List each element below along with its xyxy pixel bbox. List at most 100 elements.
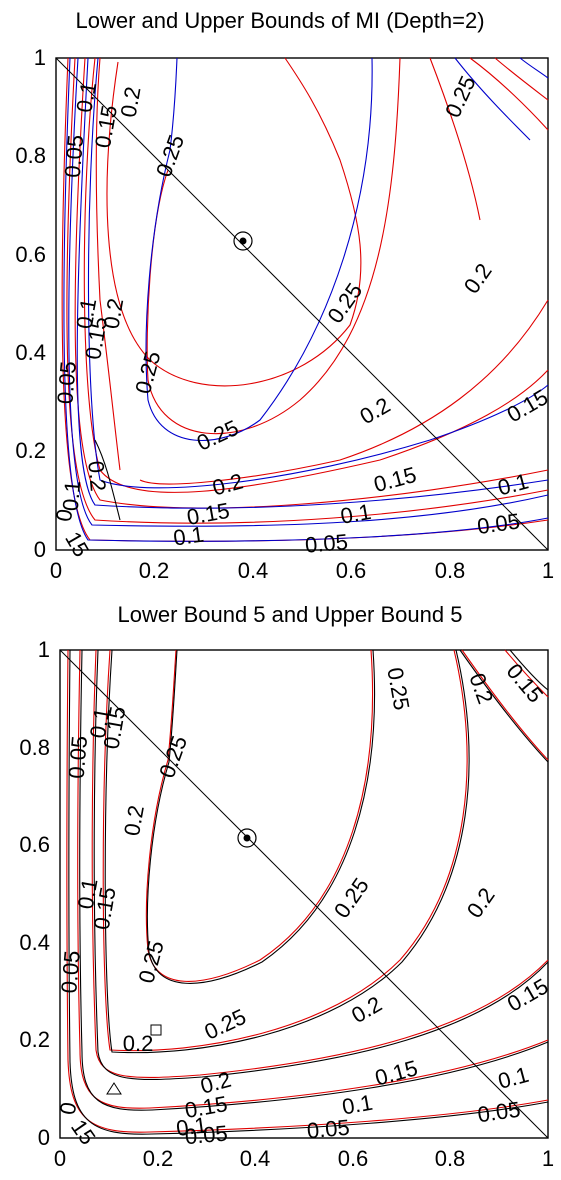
contour-label: 0.1	[172, 522, 206, 551]
contour-label: 0.05	[64, 735, 93, 780]
chart-2-x-axis: 0 0.2 0.4 0.6 0.8 1	[54, 1146, 554, 1171]
contour-label: 0.2	[355, 392, 394, 429]
contour-label: 0.1	[71, 296, 101, 330]
contour-label: 0.25	[329, 873, 374, 922]
contour-upper-topright-1	[469, 57, 549, 131]
chart-1-marked-point	[233, 231, 253, 251]
contour-label: 0.2	[123, 1031, 154, 1056]
y-tick-label: 0.4	[15, 340, 46, 365]
contour-upper-0.15	[74, 57, 549, 509]
contour-upper-topright-2	[494, 57, 549, 101]
contour-label: 0.2	[459, 259, 497, 298]
chart-2: Lower Bound 5 and Upper Bound 5 1 0.8 0.…	[19, 602, 554, 1171]
contour-label: 0.1	[495, 1062, 531, 1094]
contour-upper-0.25-outer	[95, 57, 121, 471]
contour-label: 0.2	[210, 468, 246, 500]
contour-label: 0.1	[73, 876, 103, 910]
contour-lower-0.15	[93, 649, 549, 1080]
x-tick-label: 0.4	[238, 558, 269, 583]
contour-lower-topright-2	[519, 57, 549, 79]
contour-lower-0.05	[68, 649, 549, 1135]
chart-2-axes-frame	[59, 649, 549, 1139]
contour-upper-topright-b	[504, 649, 549, 698]
y-tick-label: 0.8	[15, 143, 46, 168]
contour-label: 0.25	[322, 278, 367, 327]
contour-upper-topright-a	[461, 649, 549, 761]
contour-label: 0	[55, 1100, 82, 1116]
contour-label: 0.25	[154, 732, 192, 781]
y-tick-label: 0.6	[19, 832, 50, 857]
contour-lower-0.2	[104, 649, 470, 1054]
contour-label: 0.15	[502, 659, 549, 708]
contour-upper-0.25-inner	[106, 57, 362, 387]
chart-1-contour-labels: 0.050.10.150.20.250.250.050.10.150.20.25…	[51, 72, 552, 561]
contour-reference	[94, 439, 121, 521]
contour-label: 0.25	[133, 938, 168, 986]
contour-label: 15	[60, 527, 94, 561]
contour-label: 0.05	[476, 1097, 522, 1128]
y-tick-label: 0	[38, 1125, 50, 1150]
contour-label: 0.05	[56, 950, 85, 995]
x-tick-label: 1	[542, 1146, 554, 1171]
chart-2-contours	[66, 649, 549, 1135]
contour-upper-0.05	[61, 57, 549, 542]
contour-label: 0.05	[52, 360, 81, 405]
contour-lower-0.1	[68, 57, 549, 527]
y-tick-label: 0	[34, 537, 46, 562]
contour-lower-0.25	[145, 57, 373, 441]
chart-2-diagonal-line	[59, 649, 549, 1139]
contour-label: 0.05	[476, 508, 522, 539]
contour-label: 0.15	[372, 1055, 420, 1090]
contour-label: 0.2	[462, 883, 500, 922]
contour-label: 0.15	[503, 384, 553, 427]
contour-upper-0.25-right	[146, 57, 401, 435]
y-tick-label: 1	[34, 45, 46, 70]
contour-label: 0.2	[83, 460, 111, 493]
x-tick-label: 0.4	[240, 1146, 271, 1171]
chart-1-y-axis: 1 0.8 0.6 0.4 0.2 0	[15, 45, 46, 562]
chart-1: Lower and Upper Bounds of MI (Depth=2) 1…	[15, 8, 554, 583]
contour-lower-0.15	[76, 57, 549, 509]
contour-label: 0.2	[98, 296, 128, 330]
y-tick-label: 0.2	[15, 438, 46, 463]
contour-label: 0.25	[151, 131, 189, 180]
chart-2-marked-point	[237, 828, 257, 848]
contour-lower-0.05	[63, 57, 549, 542]
x-tick-label: 0	[54, 1146, 66, 1171]
contour-upper-0.25	[145, 649, 374, 982]
chart-1-axes-frame	[55, 57, 549, 551]
x-tick-label: 0.8	[435, 558, 466, 583]
contour-label: 0.25	[440, 72, 481, 121]
contour-label: 0.1	[58, 479, 86, 512]
x-tick-label: 0.2	[139, 558, 170, 583]
contour-label: 0.25	[193, 415, 242, 456]
contour-label: 0.2	[464, 670, 498, 707]
x-tick-label: 0.6	[336, 558, 367, 583]
contour-upper-0.2	[83, 57, 549, 493]
x-tick-label: 1	[542, 558, 554, 583]
contour-upper-0.15	[91, 649, 549, 1078]
contour-label: 0.15	[503, 973, 553, 1016]
x-tick-label: 0.6	[338, 1146, 369, 1171]
contour-label: 0.1	[85, 706, 115, 740]
contour-lower-topright-a	[459, 649, 549, 763]
x-tick-label: 0	[50, 558, 62, 583]
y-tick-label: 0.8	[19, 735, 50, 760]
chart-2-y-axis: 1 0.8 0.6 0.4 0.2 0	[19, 637, 50, 1150]
contour-label: 0.1	[175, 1112, 209, 1141]
chart-1-diagonal-line	[55, 57, 549, 551]
contour-label: 0.25	[130, 349, 165, 397]
square-marker	[150, 1024, 162, 1036]
contour-label: 0.1	[71, 80, 101, 114]
triangle-marker	[106, 1082, 122, 1095]
contour-label: 15	[66, 1115, 101, 1149]
contour-lower-0.2	[87, 57, 549, 489]
chart-1-plot: 1 0.8 0.6 0.4 0.2 0 0 0.2 0.4 0.6 0.8 1	[15, 45, 554, 583]
contour-upper-0.1	[66, 57, 549, 524]
y-tick-label: 0.4	[19, 930, 50, 955]
contour-lower-0.1	[79, 649, 549, 1111]
chart-1-title: Lower and Upper Bounds of MI (Depth=2)	[75, 8, 484, 33]
contour-upper-0.2	[102, 649, 468, 1052]
contour-label: 0.1	[340, 1090, 374, 1120]
